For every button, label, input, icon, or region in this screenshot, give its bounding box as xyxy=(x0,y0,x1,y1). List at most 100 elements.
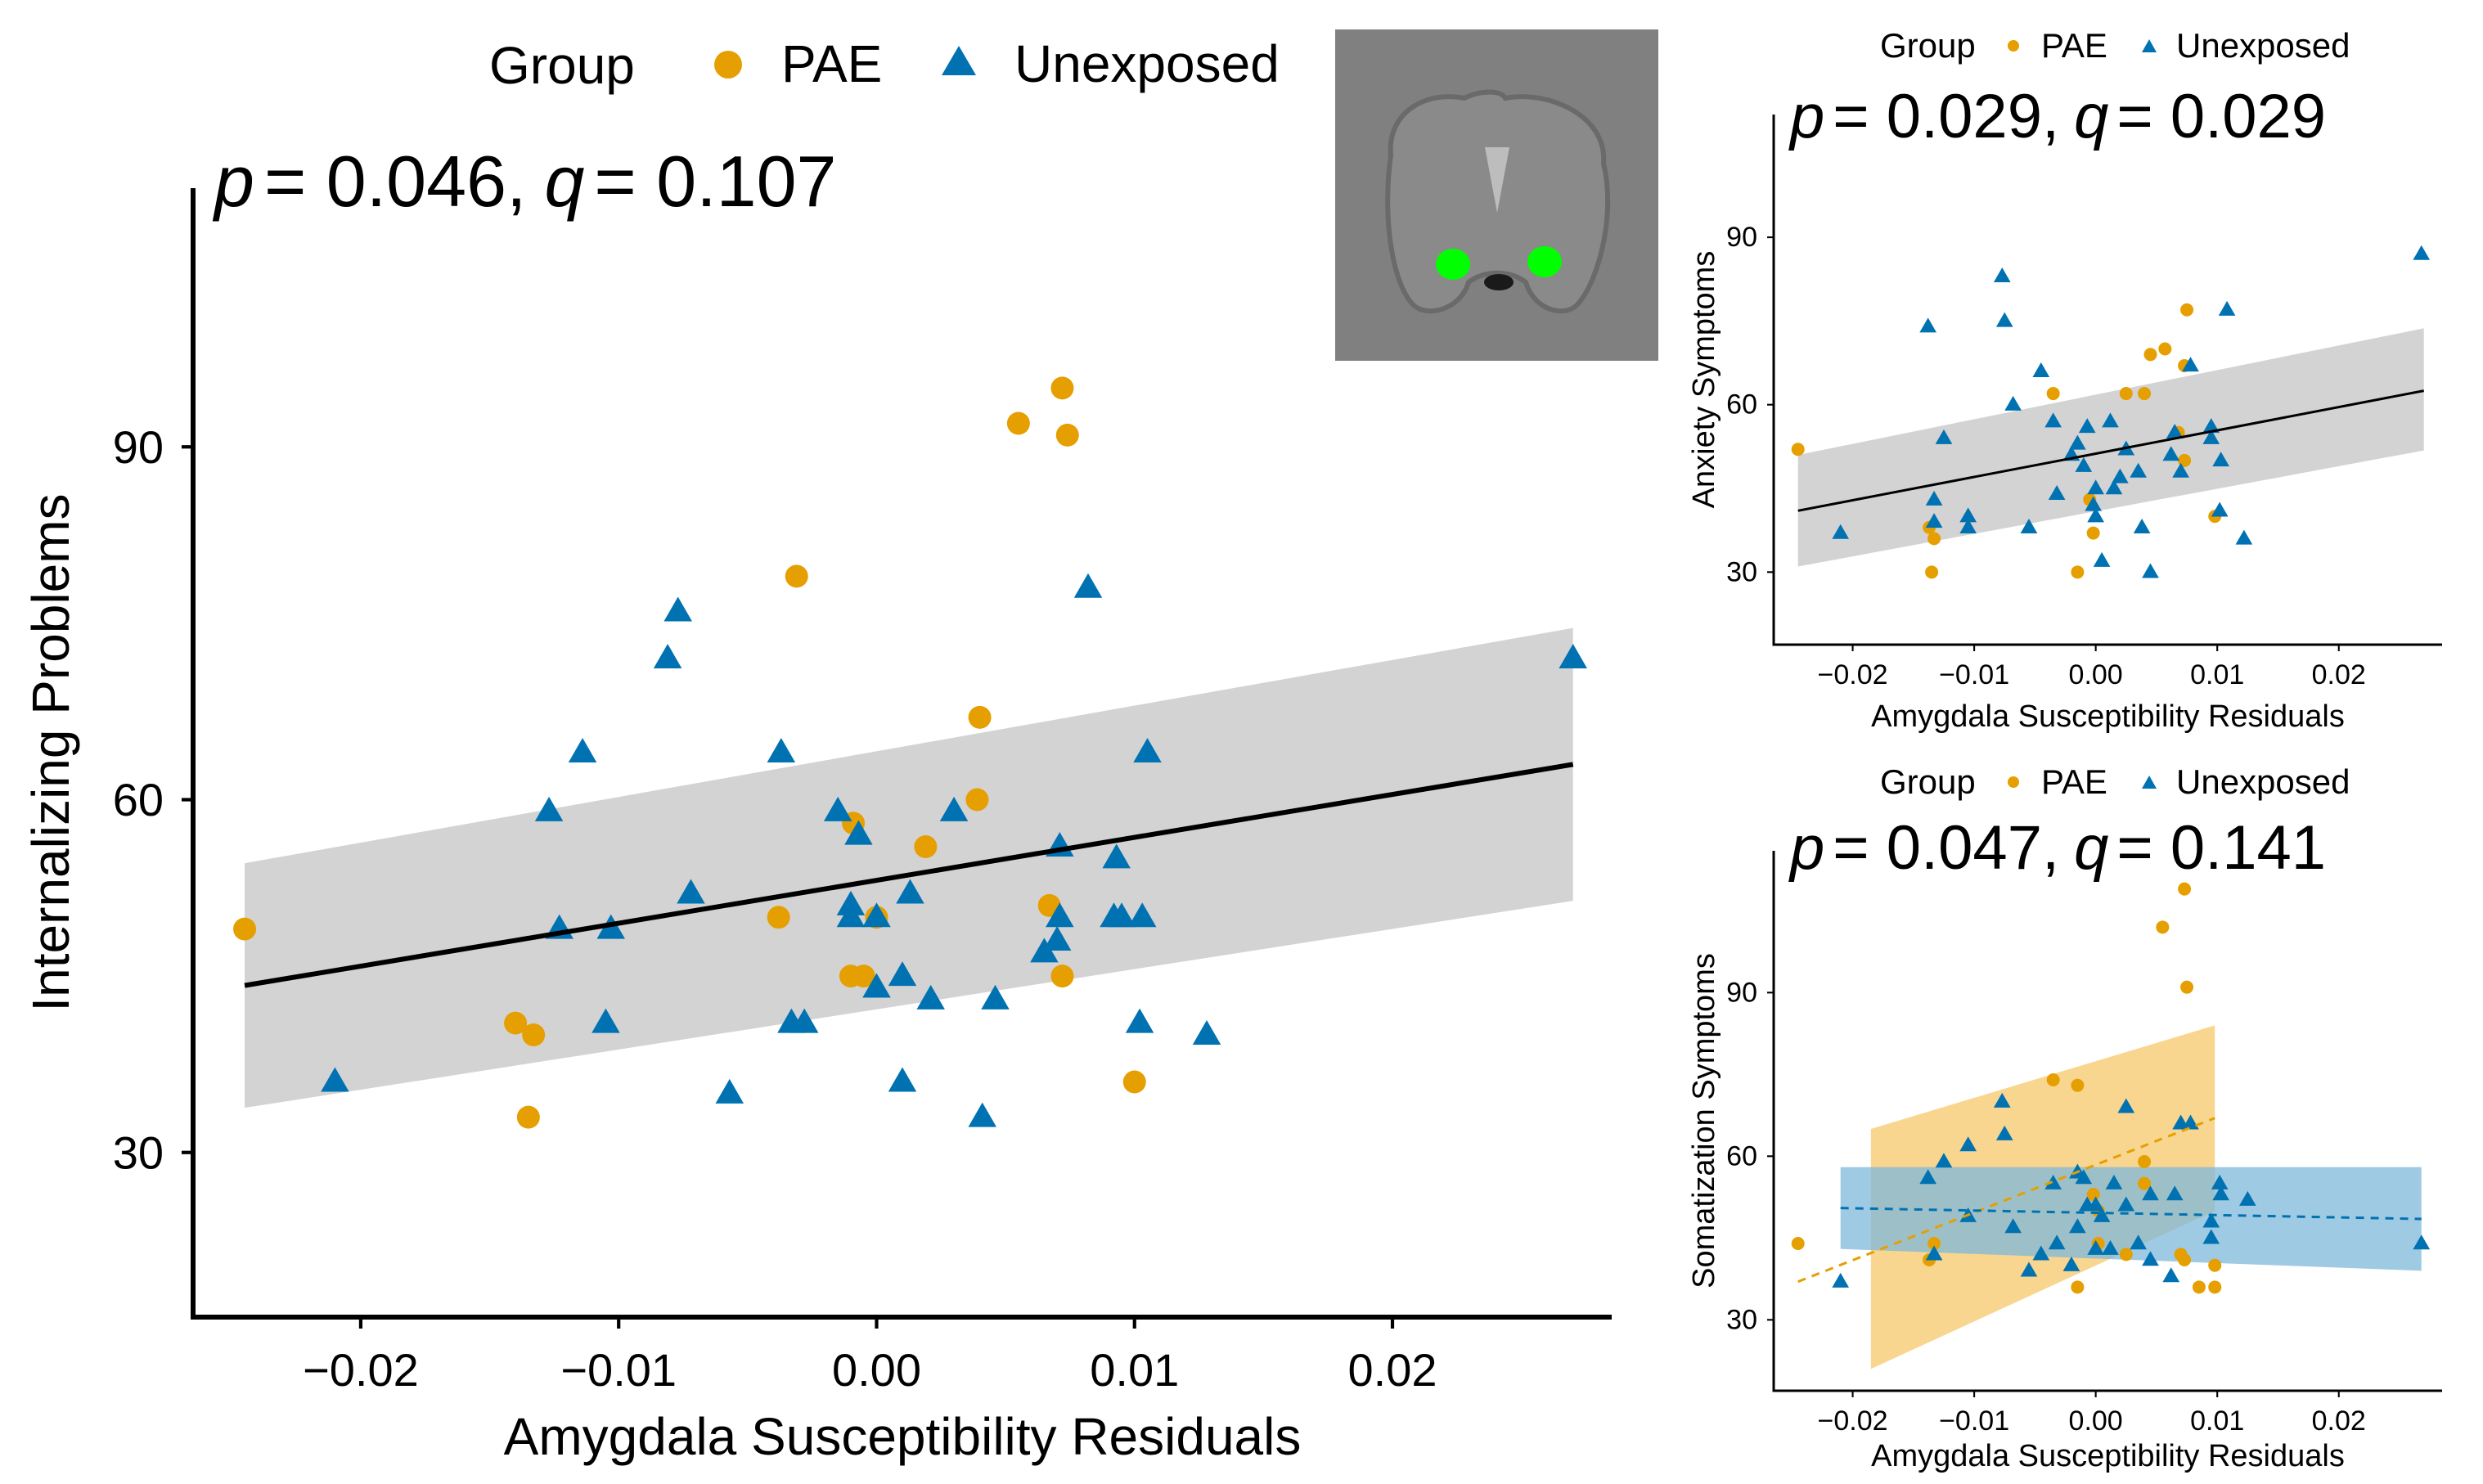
main-unexposed-point xyxy=(896,879,924,904)
anxiety-legend-pae-label: PAE xyxy=(2041,26,2107,65)
anxiety-p-value: = 0.029, xyxy=(1833,82,2059,151)
somatization-x-axis-title: Amygdala Susceptibility Residuals xyxy=(1871,1439,2345,1473)
main-ci-band-all xyxy=(245,627,1573,1109)
anxiety-unexposed-point xyxy=(2075,456,2093,472)
main-unexposed-point xyxy=(1042,926,1072,951)
somatization-unexposed-point xyxy=(2093,1207,2111,1222)
main-unexposed-point xyxy=(862,973,891,998)
anxiety-pae-point xyxy=(2046,387,2060,401)
anxiety-unexposed-point xyxy=(2093,551,2111,567)
anxiety-unexposed-point xyxy=(1832,524,1850,539)
somatization-unexposed-point xyxy=(2062,1256,2080,1271)
main-unexposed-point xyxy=(981,984,1010,1010)
main-y-tick-label: 30 xyxy=(113,1126,164,1178)
anxiety-unexposed-point xyxy=(1993,268,2011,283)
anxiety-x-tick-label: −0.01 xyxy=(1939,659,2009,690)
anxiety-unexposed-point xyxy=(2130,462,2147,478)
anxiety-unexposed-point xyxy=(2032,362,2050,377)
somatization-unexposed-point xyxy=(2032,1245,2050,1261)
somatization-q-value: = 0.141 xyxy=(2116,813,2326,883)
somatization-pae-point xyxy=(1927,1237,1941,1250)
main-unexposed-point xyxy=(862,902,891,928)
somatization-pae-point xyxy=(2086,1188,2100,1201)
main-unexposed-point xyxy=(1073,573,1103,598)
somatization-pae-point xyxy=(2138,1176,2152,1190)
somatization-unexposed-point xyxy=(2117,1196,2135,1212)
somatization-unexposed-point xyxy=(1935,1153,1953,1168)
anxiety-legend-pae-marker xyxy=(2008,40,2019,52)
main-unexposed-point xyxy=(1133,738,1162,762)
main-unexposed-point xyxy=(1127,902,1157,928)
anxiety-pae-point xyxy=(2086,526,2100,540)
somatization-x-tick-label: −0.01 xyxy=(1939,1405,2009,1437)
main-pae-point xyxy=(504,1011,528,1035)
anxiety-x-tick-label: 0.02 xyxy=(2312,659,2366,690)
main-pae-point xyxy=(968,705,992,729)
main-pae-point xyxy=(1006,411,1030,435)
somatization-pae-point xyxy=(2138,1155,2152,1168)
somatization-pae-point xyxy=(2071,1280,2085,1294)
main-q-label: q xyxy=(544,141,584,222)
anxiety-unexposed-point xyxy=(2102,412,2119,428)
anxiety-fit-line-all xyxy=(1797,389,2425,512)
somatization-unexposed-point xyxy=(2162,1267,2180,1283)
main-unexposed-point xyxy=(767,738,796,762)
main-unexposed-point xyxy=(844,820,873,845)
somatization-unexposed-point xyxy=(2182,1114,2199,1130)
somatization-legend-title: Group xyxy=(1880,762,1976,801)
somatization-unexposed-point xyxy=(1832,1272,1850,1288)
main-unexposed-point xyxy=(677,879,705,904)
main-panel: −0.02 −0.01 0.00 0.01 0.02 30 60 90 Amygdala Sus… xyxy=(21,188,1612,1466)
main-fit-line-all xyxy=(244,762,1574,988)
main-pae-point xyxy=(965,788,989,812)
somatization-unexposed-point xyxy=(2087,1239,2104,1255)
somatization-unexposed-point xyxy=(1993,1092,2011,1108)
anxiety-panel: −0.02 −0.01 0.00 0.01 0.02 30 60 90 Amygdala Sus… xyxy=(1687,115,2442,734)
main-unexposed-point xyxy=(1107,902,1136,928)
anxiety-unexposed-point xyxy=(2166,424,2184,438)
anxiety-unexposed-point xyxy=(1935,429,1953,444)
somatization-unexposed-point xyxy=(2211,1174,2229,1189)
somatization-unexposed-point xyxy=(2087,1196,2104,1212)
anxiety-unexposed-point xyxy=(2142,563,2159,578)
somatization-pae-point xyxy=(2208,1258,2222,1272)
anxiety-y-tick-label: 90 xyxy=(1726,222,1757,253)
anxiety-unexposed-point xyxy=(1959,507,1977,523)
somatization-legend-pae-label: PAE xyxy=(2041,762,2107,801)
main-q-value: = 0.107 xyxy=(594,141,836,222)
anxiety-q-label: q xyxy=(2074,82,2108,151)
somatization-unexposed-point xyxy=(2117,1098,2135,1113)
main-unexposed-point xyxy=(321,1067,349,1092)
main-x-axis-title: Amygdala Susceptibility Residuals xyxy=(504,1407,1302,1466)
somatization-unexposed-point xyxy=(2212,1185,2229,1201)
anxiety-unexposed-point xyxy=(2202,429,2220,444)
somatization-x-tick-label: 0.01 xyxy=(2190,1405,2244,1437)
somatization-y-tick-label: 90 xyxy=(1726,977,1757,1008)
main-legend-pae-marker xyxy=(714,51,742,79)
anxiety-unexposed-point xyxy=(2202,418,2220,434)
somatization-q-label: q xyxy=(2074,813,2108,883)
main-p-label: p xyxy=(212,141,254,222)
main-unexposed-point xyxy=(663,596,692,622)
somatization-unexposed-point xyxy=(2102,1239,2119,1255)
anxiety-unexposed-point xyxy=(2413,245,2431,260)
anxiety-unexposed-point xyxy=(2211,501,2229,517)
main-unexposed-point xyxy=(888,1067,917,1092)
anxiety-unexposed-point xyxy=(2087,507,2104,523)
anxiety-unexposed-point xyxy=(2048,485,2066,501)
main-pae-point xyxy=(233,917,257,941)
main-pae-point xyxy=(1055,423,1079,447)
main-unexposed-point xyxy=(592,1008,620,1033)
anxiety-pae-point xyxy=(2138,387,2152,401)
main-unexposed-point xyxy=(715,1078,744,1104)
anxiety-x-axis-title: Amygdala Susceptibility Residuals xyxy=(1871,699,2345,734)
somatization-pae-point xyxy=(2119,1248,2133,1261)
anxiety-pae-point xyxy=(1925,565,1939,579)
main-unexposed-point xyxy=(789,1008,819,1033)
anxiety-pae-point xyxy=(2143,348,2157,362)
anxiety-y-tick-label: 60 xyxy=(1726,389,1757,420)
somatization-p-label: p xyxy=(1788,813,1824,883)
main-pae-point xyxy=(914,835,938,858)
main-unexposed-point xyxy=(888,961,917,987)
